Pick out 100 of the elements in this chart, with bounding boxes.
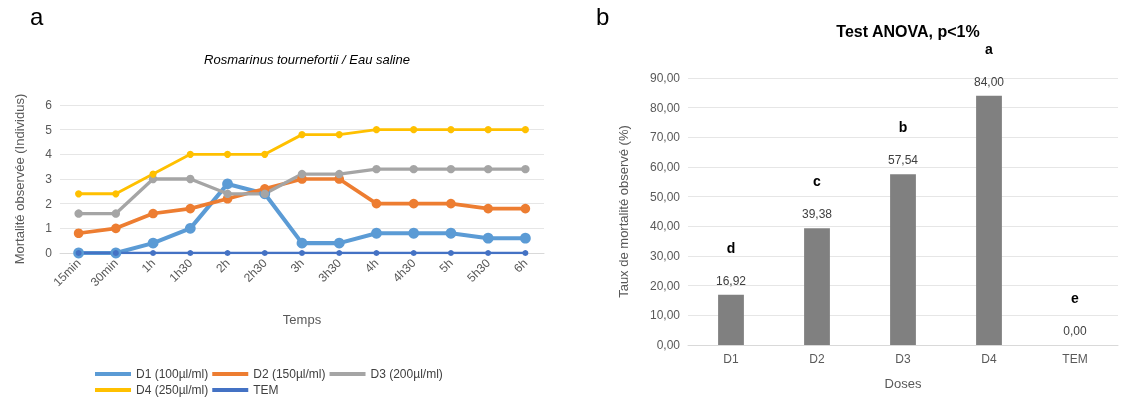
- annotation: d: [726, 239, 736, 256]
- legend-label: TEM: [253, 383, 279, 397]
- x-tick-label: D4: [981, 352, 997, 366]
- point: [372, 164, 381, 174]
- point: [521, 164, 530, 174]
- x-tick-label: 5h: [436, 256, 456, 276]
- point: [223, 150, 232, 158]
- point: [372, 126, 381, 134]
- point: [261, 150, 269, 158]
- point: [521, 126, 529, 134]
- point: [447, 126, 455, 134]
- point: [520, 203, 531, 214]
- bar: [804, 228, 830, 345]
- y-tick-label: 4: [45, 147, 53, 162]
- point: [371, 198, 382, 209]
- point: [222, 178, 233, 190]
- legend-label: D4 (250µl/ml): [136, 383, 209, 397]
- point: [371, 227, 382, 239]
- point: [149, 170, 157, 178]
- x-tick-label: 4h: [362, 256, 382, 276]
- annotation: e: [1071, 290, 1080, 306]
- point: [483, 203, 493, 214]
- x-tick-label: D3: [895, 352, 911, 366]
- y-axis-title: Taux de mortalité observé (%): [616, 125, 631, 298]
- point: [296, 237, 308, 249]
- point: [74, 209, 83, 218]
- point: [298, 131, 306, 139]
- y-tick-label: 0: [45, 246, 53, 260]
- x-tick-label: 3h: [287, 256, 307, 276]
- y-tick-label: 2: [45, 196, 53, 211]
- point: [150, 250, 157, 256]
- annotation: b: [898, 119, 908, 136]
- y-tick-label: 40,00: [649, 219, 681, 234]
- point: [148, 208, 158, 219]
- point: [483, 164, 493, 174]
- point: [111, 209, 121, 218]
- bar: [890, 174, 916, 345]
- legend-label: D1 (100µl/ml): [136, 367, 209, 381]
- y-tick-label: 50,00: [649, 189, 681, 204]
- point: [447, 250, 454, 256]
- point: [410, 126, 418, 134]
- point: [186, 174, 195, 184]
- y-tick-label: 5: [45, 122, 53, 137]
- point: [75, 190, 83, 198]
- point: [482, 232, 494, 244]
- bar: [976, 95, 1002, 345]
- point: [299, 250, 305, 256]
- x-tick-label: 6h: [511, 256, 531, 276]
- point: [410, 250, 417, 256]
- text: a: [985, 40, 994, 57]
- data-label: 84,00: [973, 74, 1005, 89]
- y-tick-label: 10,00: [649, 308, 681, 323]
- chart-title: Rosmarinus tournefortii / Eau saline: [204, 52, 410, 67]
- bar: [718, 294, 744, 345]
- y-tick-label: 60,00: [649, 160, 681, 174]
- chart-title: Test ANOVA, p<1%: [836, 22, 980, 40]
- x-axis-title: Doses: [884, 376, 922, 391]
- point: [186, 150, 194, 158]
- point: [520, 232, 531, 244]
- point: [297, 169, 307, 179]
- point: [335, 131, 343, 139]
- y-tick-label: 70,00: [649, 130, 681, 145]
- point: [147, 237, 159, 249]
- data-label: 57,54: [887, 153, 919, 168]
- point: [112, 190, 120, 198]
- y-axis-title: Mortalité observée (Individus): [12, 93, 27, 265]
- point: [484, 126, 492, 134]
- y-tick-label: 3: [45, 172, 53, 186]
- x-tick-label: TEM: [1062, 352, 1088, 366]
- point: [333, 237, 345, 249]
- point: [446, 164, 456, 174]
- y-tick-label: 0,00: [656, 338, 681, 352]
- x-tick-label: D1: [723, 352, 739, 366]
- point: [446, 198, 456, 209]
- y-tick-label: 6: [45, 98, 53, 112]
- point: [185, 203, 196, 214]
- point: [335, 169, 344, 179]
- y-tick-label: 30,00: [649, 249, 681, 263]
- point: [111, 223, 121, 234]
- point: [73, 228, 84, 239]
- y-tick-label: 1: [45, 221, 53, 236]
- y-tick-label: 80,00: [649, 100, 681, 115]
- y-tick-label: 20,00: [649, 278, 681, 293]
- annotation: c: [813, 173, 822, 190]
- point: [408, 198, 419, 209]
- point: [187, 250, 194, 256]
- data-label: 0,00: [1063, 324, 1087, 338]
- x-tick-label: D2: [809, 352, 825, 366]
- text: a: [30, 2, 44, 30]
- x-tick-label: 1h: [138, 256, 159, 276]
- legend-label: D2 (150µl/ml): [253, 367, 326, 381]
- point: [223, 189, 232, 198]
- point: [445, 227, 457, 239]
- point: [184, 222, 196, 234]
- point: [336, 250, 343, 256]
- point: [224, 250, 231, 256]
- text: b: [596, 2, 610, 30]
- data-label: 39,38: [801, 207, 833, 222]
- point: [522, 250, 529, 256]
- point: [261, 250, 268, 256]
